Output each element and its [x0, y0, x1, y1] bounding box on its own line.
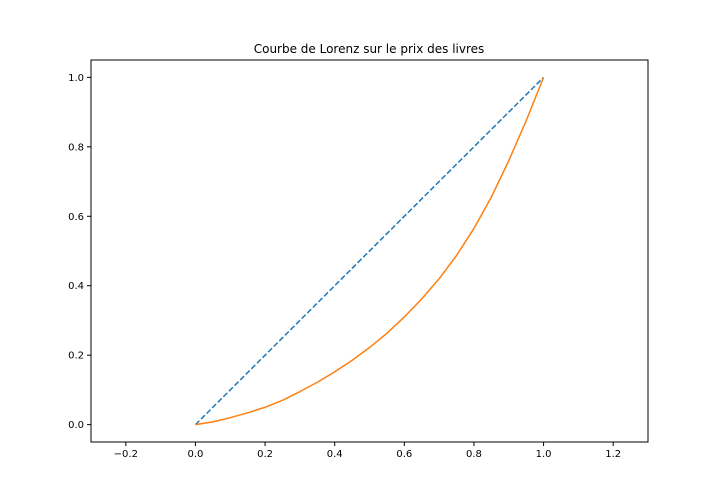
- y-tick-label: 1.0: [68, 73, 84, 84]
- x-tick-label: 0.2: [257, 449, 273, 460]
- y-tick-label: 0.2: [68, 351, 84, 362]
- y-tick-label: 0.4: [68, 281, 84, 292]
- lorenz-curve: [195, 77, 545, 426]
- axes-frame: [90, 59, 649, 443]
- x-tick-label: 0.0: [187, 449, 203, 460]
- y-tick-label: 0.0: [68, 420, 84, 431]
- equality-line: [194, 76, 545, 426]
- y-tick-label: 0.6: [68, 212, 84, 223]
- x-tick-label: 0.8: [466, 449, 482, 460]
- y-axis: 0.0 0.2 0.4 0.6 0.8 1.0: [68, 73, 91, 431]
- y-tick-label: 0.8: [68, 142, 84, 153]
- x-tick-label: 0.4: [327, 449, 343, 460]
- x-tick-label: −0.2: [114, 449, 138, 460]
- chart-title: Courbe de Lorenz sur le prix des livres: [254, 42, 485, 56]
- series-layer: [194, 76, 545, 426]
- x-tick-label: 1.2: [605, 449, 621, 460]
- x-axis: −0.2 0.0 0.2 0.4 0.6 0.8 1.0 1.2: [114, 442, 621, 460]
- x-tick-label: 0.6: [396, 449, 412, 460]
- x-tick-label: 1.0: [536, 449, 552, 460]
